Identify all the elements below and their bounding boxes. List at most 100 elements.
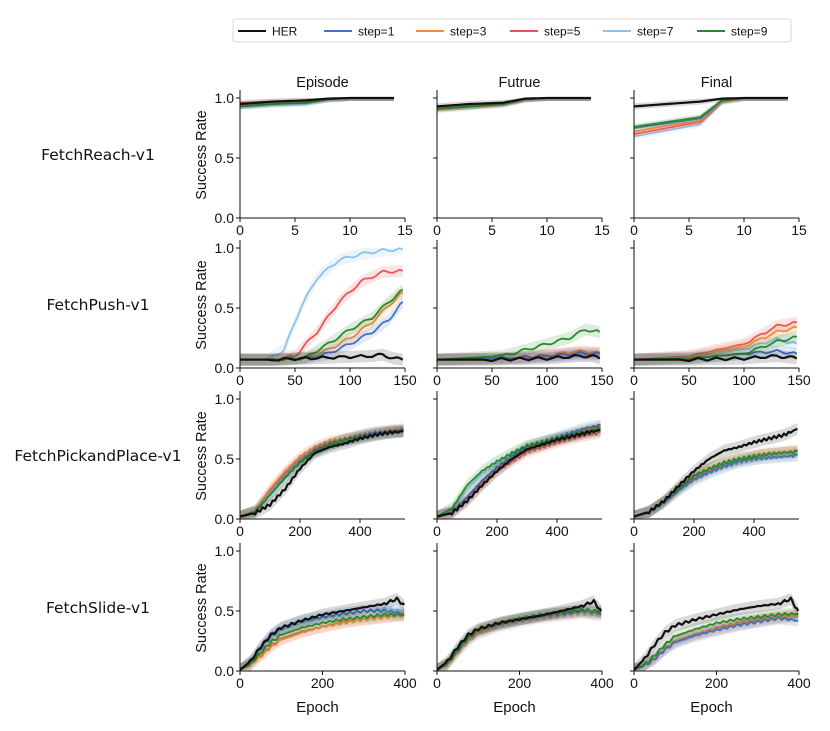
x-tick-label: 5 xyxy=(291,222,299,238)
curves xyxy=(437,96,591,113)
subplot: 0 200 400 xyxy=(630,391,799,539)
y-tick-label: 0.5 xyxy=(215,300,235,316)
x-tick-label: 400 xyxy=(742,523,766,539)
subplot: 0 200 400 Epoch xyxy=(433,543,614,716)
x-tick-label: 100 xyxy=(732,372,756,388)
x-tick-label: 0 xyxy=(630,222,638,238)
column-title: Futrue xyxy=(499,75,541,91)
x-tick-label: 200 xyxy=(288,523,312,539)
series-line xyxy=(634,611,799,671)
x-tick-label: 0 xyxy=(433,222,441,238)
x-tick-label: 200 xyxy=(705,675,729,691)
row-label: FetchPush-v1 xyxy=(46,296,149,314)
x-tick-label: 400 xyxy=(393,675,417,691)
x-axis-label: Epoch xyxy=(690,699,733,716)
series-band xyxy=(437,323,600,366)
series-band xyxy=(437,595,602,671)
series-band xyxy=(437,346,600,366)
series-band xyxy=(437,98,591,110)
x-tick-label: 0 xyxy=(630,675,638,691)
x-tick-label: 15 xyxy=(397,222,413,238)
series-band xyxy=(634,608,799,671)
x-tick-label: 0 xyxy=(630,372,638,388)
x-tick-label: 15 xyxy=(791,222,807,238)
x-tick-label: 200 xyxy=(311,675,335,691)
x-tick-label: 50 xyxy=(681,372,697,388)
x-tick-label: 200 xyxy=(485,523,509,539)
series-band xyxy=(634,316,797,366)
curves xyxy=(240,247,404,366)
subplot: 0 200 400 xyxy=(433,391,602,539)
x-tick-label: 0 xyxy=(236,675,244,691)
series-line xyxy=(437,96,591,108)
series-line xyxy=(240,612,405,671)
curves xyxy=(634,316,798,366)
y-tick-label: 0.0 xyxy=(215,663,235,679)
series-band xyxy=(634,423,798,519)
series-band xyxy=(240,593,405,671)
legend-label: step=3 xyxy=(450,25,487,39)
series-band xyxy=(240,286,403,366)
curves xyxy=(240,96,394,111)
series-line xyxy=(634,596,799,671)
series-band xyxy=(240,609,405,671)
subplot: 0 5 10 15 xyxy=(433,90,610,238)
y-tick-label: 1.0 xyxy=(215,90,235,106)
series-band xyxy=(634,612,799,671)
x-tick-label: 100 xyxy=(338,372,362,388)
series-line xyxy=(634,427,798,518)
series-band xyxy=(240,98,394,107)
subplot: 0.0 0.5 1.0 0 200 400 xyxy=(215,391,405,539)
series-band xyxy=(240,605,405,671)
y-tick-label: 1.0 xyxy=(215,543,235,559)
y-tick-label: 0.5 xyxy=(215,451,235,467)
x-tick-label: 0 xyxy=(236,222,244,238)
x-tick-label: 10 xyxy=(539,222,555,238)
series-line xyxy=(634,354,798,363)
series-line xyxy=(437,598,602,671)
x-tick-label: 0 xyxy=(433,675,441,691)
x-tick-label: 15 xyxy=(594,222,610,238)
curves xyxy=(634,423,798,519)
series-band xyxy=(634,607,799,671)
x-tick-label: 50 xyxy=(484,372,500,388)
x-tick-label: 10 xyxy=(342,222,358,238)
series-band xyxy=(634,330,797,366)
x-tick-label: 150 xyxy=(590,372,614,388)
series-band xyxy=(437,424,601,519)
series-line xyxy=(240,614,405,671)
subplot: 0.0 0.5 1.0 0 5 10 15 xyxy=(215,90,413,238)
y-axis-label: Success Rate xyxy=(194,411,210,500)
series-band xyxy=(634,98,788,110)
series-band xyxy=(634,611,799,671)
curves xyxy=(437,419,601,519)
series-line xyxy=(634,615,799,671)
series-line xyxy=(240,352,404,362)
curves xyxy=(437,595,602,671)
series-band xyxy=(437,347,600,366)
column-title: Episode xyxy=(296,75,348,91)
y-axis-label: Success Rate xyxy=(194,110,210,199)
subplot: 0 50 100 150 xyxy=(433,240,614,388)
row-label: FetchSlide-v1 xyxy=(46,599,150,617)
subplot: 0.0 0.5 1.0 0 200 400 Epoch xyxy=(215,543,417,716)
series-line xyxy=(240,96,394,106)
series-band xyxy=(240,608,405,671)
subplot: 0 200 400 Epoch xyxy=(630,543,811,716)
row-label: FetchReach-v1 xyxy=(41,146,155,164)
legend: HER step=1 step=3 step=5 step=7 step=9 xyxy=(232,18,792,43)
y-tick-label: 0.0 xyxy=(215,360,235,376)
series-band xyxy=(437,98,591,112)
row-label: FetchPickandPlace-v1 xyxy=(14,447,181,465)
series-band xyxy=(437,98,591,112)
curves xyxy=(437,323,601,366)
series-band xyxy=(437,98,591,113)
x-tick-label: 0 xyxy=(236,372,244,388)
series-line xyxy=(634,452,798,518)
legend-label: HER xyxy=(272,25,298,39)
series-line xyxy=(634,96,788,108)
x-tick-label: 10 xyxy=(736,222,752,238)
column-title: Final xyxy=(701,75,732,91)
x-tick-label: 50 xyxy=(287,372,303,388)
curves xyxy=(240,593,405,671)
